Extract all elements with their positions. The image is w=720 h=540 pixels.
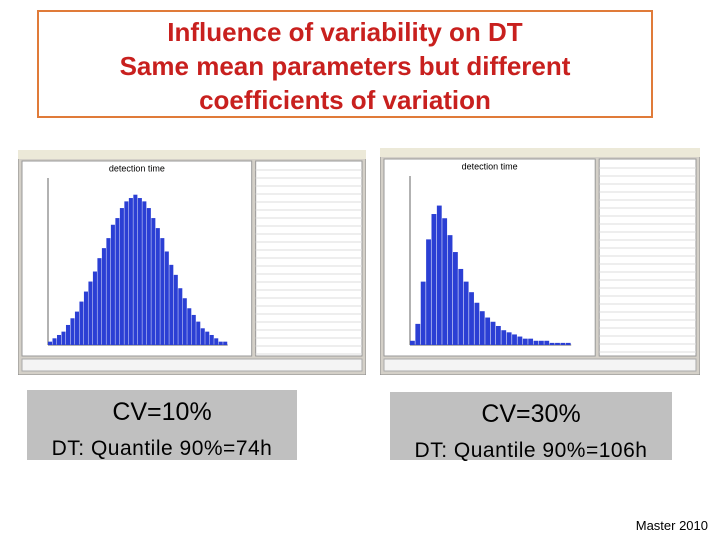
histogram-bar [501, 330, 507, 345]
title-line: coefficients of variation [199, 85, 491, 115]
histogram-bar [463, 281, 469, 345]
histogram-bar [70, 318, 75, 345]
histogram-bar [169, 264, 174, 345]
histogram-bar [48, 341, 53, 345]
screenshot: detection time [380, 148, 700, 375]
histogram-title: detection time [109, 163, 165, 173]
histogram-bar [485, 317, 491, 345]
histogram-bar [479, 311, 485, 345]
histogram-bar [474, 302, 480, 345]
histogram-bar [196, 321, 201, 345]
note: DT: Quantile 90%=74h [51, 437, 273, 460]
title-line: Influence of variability on DT [167, 17, 523, 47]
histogram-bar [155, 228, 160, 345]
histogram-bar [415, 323, 421, 345]
histogram-bar [214, 338, 219, 345]
histogram-bar [52, 338, 57, 345]
note: DT: Quantile 90%=106h [414, 439, 648, 462]
stats-table [598, 158, 697, 357]
histogram-bar [533, 340, 539, 345]
histogram-bar [555, 342, 560, 345]
histogram-bar [173, 274, 178, 345]
histogram-bar [517, 336, 523, 345]
histogram-bar [565, 342, 571, 345]
title-line: Same mean parameters but different [119, 51, 571, 81]
histogram-bar [522, 338, 528, 345]
histogram-bar [115, 218, 120, 345]
histogram-bar [490, 321, 496, 345]
histogram-bar [544, 340, 550, 345]
histogram-bar [151, 218, 156, 345]
histogram-bar [182, 298, 187, 345]
histogram-bar [512, 334, 517, 345]
caption: CV=30% [481, 400, 581, 428]
histogram-bar [560, 342, 566, 345]
histogram-bar [187, 308, 192, 345]
histogram-bar [61, 331, 66, 345]
histogram-bar [469, 292, 474, 345]
screenshot: detection time [18, 150, 366, 375]
histogram-bar [101, 248, 106, 345]
histogram-bar [410, 340, 415, 345]
histogram-bar [110, 224, 115, 345]
histogram-bar [549, 342, 555, 345]
histogram-bar [442, 218, 448, 345]
status-bar [21, 358, 363, 372]
histogram-bar [426, 239, 431, 345]
histogram-bar [65, 324, 71, 345]
histogram-bar [106, 238, 111, 345]
histogram-bar [88, 281, 93, 345]
histogram-bar [164, 251, 169, 345]
histogram-bar [458, 268, 464, 345]
caption-box: CV=10% DT: Quantile 90%=74h [27, 390, 297, 460]
histogram-bar [119, 208, 124, 345]
histogram-bar [200, 328, 205, 345]
histogram-title: detection time [462, 161, 518, 171]
histogram-bar [74, 311, 79, 345]
histogram-bar [160, 238, 165, 345]
histogram-bar [209, 334, 214, 345]
histogram-bar [205, 331, 210, 345]
histogram-bar [92, 271, 97, 345]
histogram-bar [528, 338, 534, 345]
histogram-bar [452, 252, 458, 345]
histogram-bar [436, 205, 442, 345]
histogram-bar [83, 291, 88, 345]
status-bar [383, 358, 697, 372]
histogram-bar [133, 194, 138, 345]
histogram-bar [538, 340, 544, 345]
title-box: Influence of variability on DT Same mean… [37, 10, 653, 118]
histogram-bar [218, 341, 223, 345]
histogram-bar [97, 258, 102, 345]
histogram-bar [431, 214, 437, 345]
title-bar [380, 148, 700, 157]
histogram-bar [56, 334, 62, 345]
histogram-bar [191, 314, 196, 345]
histogram-bar [137, 198, 142, 345]
histogram-bar [178, 288, 183, 345]
histogram-bar [223, 341, 228, 345]
histogram-bar [495, 325, 501, 345]
footer: Master 2010 [635, 518, 708, 533]
histogram-bar [124, 201, 129, 345]
histogram-bar [128, 198, 133, 345]
histogram-bar [142, 201, 147, 345]
histogram-bar [146, 208, 151, 345]
histogram-bar [79, 301, 84, 345]
caption-box: CV=30% DT: Quantile 90%=106h [390, 392, 672, 462]
histogram-bar [447, 235, 453, 345]
caption: CV=10% [112, 398, 212, 426]
histogram-bar [506, 332, 512, 345]
histogram-bar [420, 281, 426, 345]
title-bar [18, 150, 366, 159]
